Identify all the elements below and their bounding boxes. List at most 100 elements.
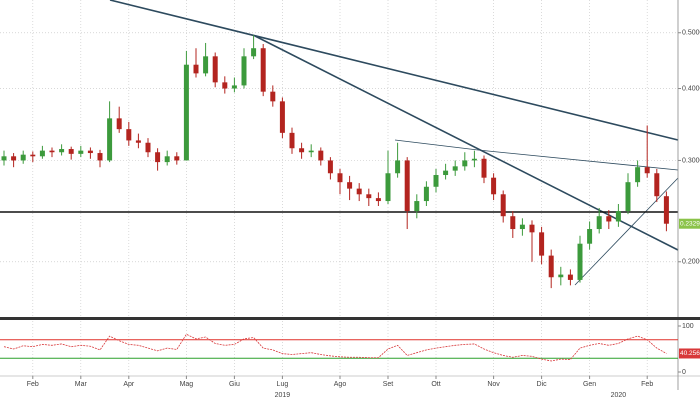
y-tick-label: 0: [682, 369, 686, 376]
candle-body: [471, 158, 477, 161]
candle-body: [1, 156, 7, 161]
candle-body: [356, 188, 362, 195]
candle-body: [443, 170, 449, 176]
candle-body: [212, 56, 218, 83]
last-price-box: [679, 218, 700, 229]
candle-body: [11, 156, 17, 161]
candle-body: [548, 255, 554, 278]
trendlines: [0, 0, 679, 286]
candle-body: [663, 196, 669, 224]
candle-body: [587, 229, 593, 244]
candle-body: [126, 129, 132, 141]
candle-body: [481, 158, 487, 178]
candle-body: [375, 198, 381, 202]
candle-body: [491, 177, 497, 195]
grid: [0, 0, 678, 376]
candle-body: [222, 82, 228, 89]
candle-body: [654, 173, 660, 197]
candle-body: [135, 140, 141, 143]
candle-body: [318, 150, 324, 161]
candle-body: [87, 150, 93, 154]
year-label: 2020: [611, 392, 627, 399]
candle-body: [452, 166, 458, 171]
last-value-box: [679, 348, 700, 359]
x-tick-label: Set: [383, 381, 394, 388]
candle-body: [615, 211, 621, 222]
x-tick-label: Nov: [487, 381, 500, 388]
x-tick-label: Apr: [123, 381, 135, 388]
candle-body: [500, 194, 506, 217]
candle-body: [231, 85, 237, 89]
year-label: 2019: [275, 392, 291, 399]
candle-body: [97, 153, 103, 161]
candle-body: [395, 160, 401, 174]
candle-body: [260, 48, 266, 92]
candle-body: [366, 194, 372, 199]
y-tick-label: 0.5000: [682, 30, 700, 37]
last-price-label: 0.2329: [680, 220, 700, 227]
x-tick-label: Ago: [334, 381, 347, 388]
panel-separator: [0, 317, 700, 320]
y-tick-label: 100: [682, 323, 694, 330]
candle-body: [107, 118, 113, 161]
x-tick-label: Gen: [583, 381, 596, 388]
candle-body: [116, 118, 122, 130]
candle-body: [462, 160, 468, 167]
x-tick-label: Feb: [641, 381, 653, 388]
candle-body: [539, 232, 545, 256]
candle-body: [270, 91, 276, 102]
candle-body: [299, 148, 305, 153]
candle-body: [308, 150, 314, 153]
x-tick-label: Feb: [27, 381, 39, 388]
candle-body: [20, 154, 26, 161]
candle-body: [251, 48, 257, 57]
candle-body: [279, 101, 285, 133]
candle-body: [635, 167, 641, 183]
candle-body: [30, 154, 36, 157]
candle-body: [404, 160, 410, 212]
candle-body: [510, 216, 516, 230]
candle-body: [68, 149, 74, 154]
candle-body: [625, 182, 631, 212]
candle-body: [414, 201, 420, 212]
candle-body: [644, 167, 650, 174]
candle-body: [49, 150, 55, 153]
x-tick-label: Lug: [277, 381, 289, 388]
candle-body: [145, 142, 151, 153]
candle-body: [558, 274, 564, 278]
candle-body: [203, 56, 209, 74]
x-tick-label: Mag: [180, 381, 194, 388]
candle-body: [347, 182, 353, 189]
trendline: [394, 139, 479, 151]
candle-body: [433, 175, 439, 187]
candle-body: [577, 243, 583, 280]
trendline: [477, 149, 679, 171]
candle-body: [529, 224, 535, 233]
candle-body: [164, 156, 170, 163]
candle-body: [385, 173, 391, 202]
trendline: [254, 35, 679, 251]
candle-body: [567, 274, 573, 280]
x-tick-label: Mar: [75, 381, 88, 388]
candle-body: [606, 216, 612, 222]
candle-body: [155, 152, 161, 163]
candle-body: [337, 173, 343, 183]
trendline: [109, 0, 679, 141]
candle-body: [183, 64, 189, 161]
candle-body: [423, 186, 429, 202]
candle-body: [596, 216, 602, 230]
candle-body: [289, 132, 295, 149]
candle-body: [174, 156, 180, 161]
candle-body: [327, 160, 333, 174]
candle-body: [241, 56, 247, 86]
candle-body: [59, 149, 65, 153]
candle-body: [519, 224, 525, 230]
candle-body: [193, 64, 199, 74]
candle-body: [78, 150, 84, 154]
candle-body: [39, 150, 45, 157]
x-tick-label: Giu: [229, 381, 240, 388]
